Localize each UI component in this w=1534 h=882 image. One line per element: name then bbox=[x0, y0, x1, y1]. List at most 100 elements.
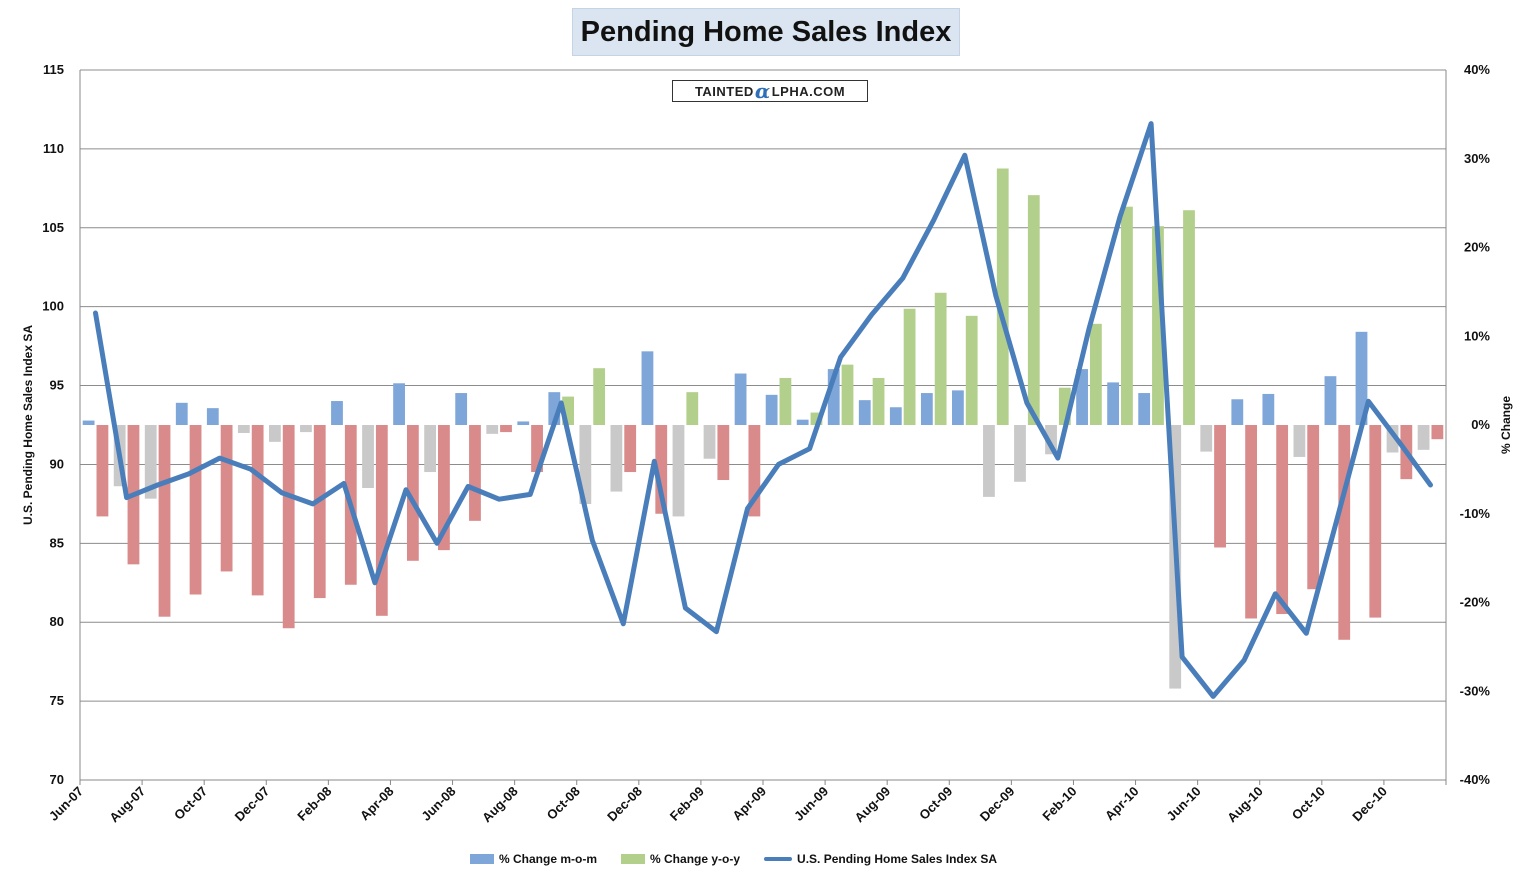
mom-bar bbox=[1293, 425, 1306, 457]
mom-bar bbox=[610, 425, 623, 492]
x-tick-label: Aug-10 bbox=[1224, 784, 1266, 826]
yoy-bar bbox=[251, 425, 264, 596]
mom-bar bbox=[300, 425, 312, 433]
mom-bar bbox=[827, 369, 840, 425]
legend-label-index: U.S. Pending Home Sales Index SA bbox=[797, 852, 998, 866]
right-y-tick-label: -10% bbox=[1460, 506, 1491, 521]
mom-bar bbox=[331, 401, 343, 425]
yoy-bar bbox=[500, 425, 512, 433]
legend-swatch-mom bbox=[470, 854, 494, 864]
legend-item-yoy: % Change y-o-y bbox=[621, 852, 740, 866]
yoy-bar bbox=[779, 377, 792, 425]
x-tick-label: Jun-09 bbox=[791, 784, 831, 824]
mom-bar bbox=[1417, 425, 1430, 450]
right-y-tick-label: 30% bbox=[1464, 151, 1490, 166]
right-y-tick-label: -30% bbox=[1460, 683, 1491, 698]
mom-bar bbox=[579, 425, 592, 504]
x-tick-label: Oct-09 bbox=[916, 784, 955, 823]
yoy-bar bbox=[1307, 425, 1320, 590]
mom-bar bbox=[889, 407, 902, 425]
mom-bar bbox=[175, 402, 188, 425]
legend-label-yoy: % Change y-o-y bbox=[650, 852, 741, 866]
yoy-bar bbox=[965, 315, 978, 425]
left-y-tick-label: 95 bbox=[50, 378, 64, 393]
left-y-tick-label: 100 bbox=[42, 299, 64, 314]
yoy-bar bbox=[282, 425, 295, 629]
mom-bar bbox=[672, 425, 685, 517]
right-y-tick-label: 40% bbox=[1464, 62, 1490, 77]
mom-bar bbox=[796, 419, 809, 425]
x-tick-label: Feb-10 bbox=[1039, 784, 1079, 824]
right-y-tick-label: -40% bbox=[1460, 772, 1491, 787]
mom-bar bbox=[1107, 382, 1120, 425]
yoy-bar bbox=[375, 425, 388, 616]
mom-bar bbox=[983, 425, 995, 497]
yoy-bar bbox=[96, 425, 109, 517]
mom-bar bbox=[1262, 393, 1275, 425]
index-line-path bbox=[93, 121, 1433, 699]
mom-bar bbox=[486, 425, 499, 434]
mom-bar bbox=[82, 420, 95, 425]
yoy-bar bbox=[1183, 210, 1195, 425]
x-tick-label: Feb-09 bbox=[667, 784, 707, 824]
mom-bar bbox=[703, 425, 716, 459]
yoy-bar bbox=[1027, 195, 1040, 425]
yoy-bar bbox=[1245, 425, 1258, 619]
mom-bar bbox=[1324, 376, 1337, 425]
mom-bar bbox=[1355, 331, 1368, 425]
legend-item-index: U.S. Pending Home Sales Index SA bbox=[764, 852, 997, 866]
mom-bar bbox=[362, 425, 374, 489]
right-y-tick-label: 0% bbox=[1471, 417, 1490, 432]
right-y-tick-labels: -40% -30% -20% -10% 0% 10% 20% 30% 40% bbox=[1460, 62, 1491, 787]
yoy-bar bbox=[593, 368, 606, 425]
legend-swatch-yoy bbox=[621, 854, 646, 864]
yoy-bar bbox=[406, 425, 419, 561]
yoy-bar bbox=[1276, 425, 1289, 615]
x-tick-label: Apr-10 bbox=[1102, 784, 1142, 824]
legend-label-mom: % Change m-o-m bbox=[499, 852, 598, 866]
grid-lines bbox=[80, 69, 1446, 781]
x-tick-label: Aug-09 bbox=[852, 784, 894, 826]
yoy-bar bbox=[1152, 226, 1164, 425]
mom-bar bbox=[951, 390, 964, 425]
yoy-bar bbox=[1431, 425, 1444, 440]
mom-bar bbox=[765, 394, 778, 425]
mom-bar bbox=[424, 425, 437, 473]
index-line bbox=[93, 121, 1433, 699]
yoy-bar bbox=[655, 425, 668, 514]
yoy-bar bbox=[996, 168, 1009, 425]
left-y-tick-labels: 70 75 80 85 90 95 100 105 110 115 bbox=[42, 62, 64, 787]
mom-bar bbox=[393, 383, 405, 425]
x-tick-label: Feb-08 bbox=[294, 784, 334, 824]
mom-bar bbox=[268, 425, 281, 442]
x-tick-label: Oct-08 bbox=[544, 784, 583, 823]
yoy-bar bbox=[313, 425, 326, 599]
yoy-bar bbox=[624, 425, 637, 473]
mom-bar bbox=[144, 425, 157, 499]
x-tick-label: Apr-08 bbox=[357, 784, 397, 824]
mom-bar bbox=[237, 425, 250, 433]
yoy-bar bbox=[810, 412, 823, 425]
yoy-bar bbox=[1338, 425, 1351, 640]
mom-bar bbox=[858, 400, 871, 425]
yoy-bar bbox=[748, 425, 761, 517]
mom-bar bbox=[517, 421, 530, 425]
axes bbox=[79, 70, 1447, 785]
chart-title: Pending Home Sales Index bbox=[572, 8, 960, 56]
mom-bar bbox=[1138, 393, 1151, 425]
left-y-tick-label: 85 bbox=[50, 535, 64, 550]
x-tick-label: Dec-10 bbox=[1349, 784, 1390, 825]
mom-bar bbox=[1386, 425, 1399, 453]
yoy-bar bbox=[189, 425, 202, 595]
right-y-tick-label: -20% bbox=[1460, 595, 1491, 610]
x-tick-label: Aug-07 bbox=[106, 784, 148, 826]
mom-bar bbox=[206, 408, 219, 425]
mom-bar bbox=[1014, 425, 1026, 482]
yoy-bar bbox=[717, 425, 730, 481]
left-y-tick-label: 105 bbox=[42, 220, 64, 235]
x-tick-label: Oct-10 bbox=[1289, 784, 1328, 823]
left-y-tick-label: 90 bbox=[50, 456, 64, 471]
right-y-tick-label: 20% bbox=[1464, 240, 1490, 255]
alpha-glyph: α bbox=[754, 79, 771, 103]
x-tick-labels: Jun-07 Aug-07 Oct-07 Dec-07 Feb-08 Apr-08 Jun-… bbox=[46, 784, 1390, 826]
